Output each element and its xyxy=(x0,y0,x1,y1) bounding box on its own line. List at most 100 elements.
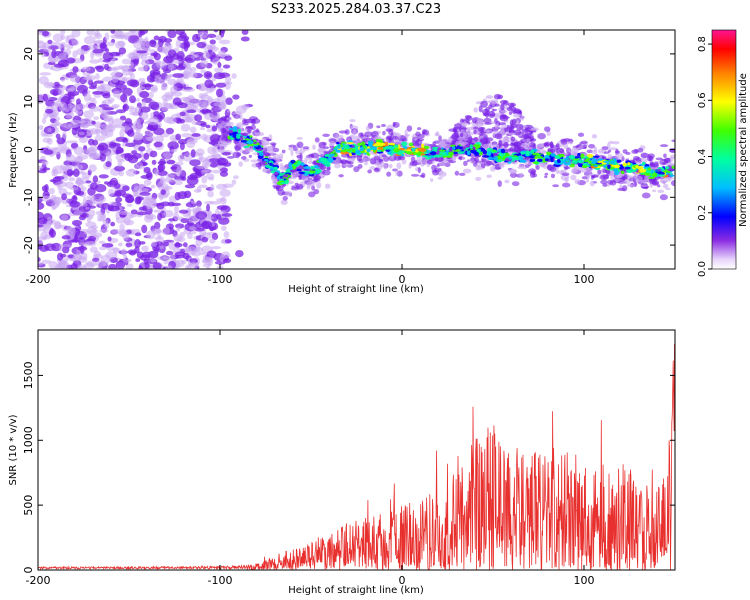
spectrogram-cell xyxy=(102,93,111,99)
spectrogram-cell xyxy=(190,149,196,158)
spectrogram-cell xyxy=(56,137,66,145)
spectrogram-cell xyxy=(529,158,536,162)
spectrogram-cell xyxy=(179,118,185,124)
spectrogram-cell xyxy=(117,40,126,47)
spectrogram-cell xyxy=(550,153,556,157)
spectrogram-cell xyxy=(385,149,391,152)
spectrogram-cell xyxy=(113,165,126,172)
spectrogram-cell xyxy=(642,179,646,185)
spectrogram-cell xyxy=(511,181,520,187)
spectrogram-cell xyxy=(500,103,505,111)
spectrogram-cell xyxy=(586,175,590,179)
spectrogram-cell xyxy=(129,112,140,116)
spectrogram-cell xyxy=(80,121,90,129)
spectrogram-cell xyxy=(461,156,466,161)
spectrogram-cell xyxy=(205,124,211,129)
spectrogram-cell xyxy=(60,30,66,35)
spectrogram-cell xyxy=(175,254,185,259)
spectrogram-cell xyxy=(213,72,225,80)
spectrogram-cell xyxy=(88,85,97,90)
spectrogram-cell xyxy=(134,232,142,237)
spectrogram-cell xyxy=(66,140,78,144)
spectrogram-cell xyxy=(39,244,49,252)
spectrogram-cell xyxy=(347,161,354,165)
spectrogram-cell xyxy=(296,136,303,140)
spectrogram-cell xyxy=(38,224,44,228)
spectrogram-cell xyxy=(119,210,129,216)
spectrogram-cell xyxy=(523,144,528,149)
spectrogram-cell xyxy=(119,223,125,231)
spectrogram-cell xyxy=(127,129,135,137)
spectrogram-cell xyxy=(529,138,537,142)
spectrogram-cell xyxy=(168,254,176,260)
spectrogram-cell xyxy=(528,168,537,174)
spectrogram-cell xyxy=(386,136,392,140)
spectrogram-cell xyxy=(383,141,389,147)
spectrogram-cell xyxy=(115,196,123,203)
spectrogram-cell xyxy=(214,67,224,73)
spectrogram-cell xyxy=(144,130,154,137)
spectrogram-cell xyxy=(207,190,214,198)
spectrogram-cell xyxy=(50,242,62,252)
spectrogram-cell xyxy=(54,222,62,229)
spectrogram-cell xyxy=(124,118,132,125)
spectrogram-cell xyxy=(253,141,257,145)
spectrogram-cell xyxy=(220,127,227,134)
spectrogram-cell xyxy=(176,77,184,84)
spectrogram-cell xyxy=(421,143,425,149)
spectrogram-cell xyxy=(588,160,592,165)
spectrogram-cell xyxy=(167,43,173,50)
spectrogram-cell xyxy=(494,133,503,140)
spectrogram-cell xyxy=(203,92,209,97)
spectrogram-cell xyxy=(196,41,207,49)
spectrogram-cell xyxy=(80,245,85,254)
spectrogram-cell xyxy=(135,128,141,136)
spectrogram-cell xyxy=(105,161,112,168)
spectrogram-cell xyxy=(97,142,109,151)
spectrogram-cell xyxy=(283,179,289,185)
spectrogram-cell xyxy=(92,48,104,54)
spectrogram-cell xyxy=(52,33,64,43)
spectrogram-cell xyxy=(116,109,126,114)
spectrogram-cell xyxy=(449,144,456,147)
spectrogram-cell xyxy=(266,138,272,142)
spectrogram-cell xyxy=(173,205,179,214)
spectrogram-cell xyxy=(338,130,348,134)
spectrogram-cell xyxy=(226,117,233,121)
spectrogram-cell xyxy=(153,209,161,213)
spectrogram-cell xyxy=(438,171,447,177)
spectrogram-cell xyxy=(138,106,151,113)
spectrogram-cell xyxy=(104,152,113,158)
spectrogram-cell xyxy=(377,149,382,153)
spectrogram-cell xyxy=(544,154,550,160)
spectrogram-cell xyxy=(167,30,177,39)
spectrogram-cell xyxy=(151,228,162,234)
spectrogram-cell xyxy=(271,174,275,180)
spectrogram-cell xyxy=(60,214,69,221)
spectrogram-cell xyxy=(122,258,132,263)
spectrogram-cell xyxy=(307,161,313,164)
spectrogram-cell xyxy=(216,213,222,220)
spectrogram-cell xyxy=(245,125,252,130)
spectrogram-cell xyxy=(203,256,213,263)
spectrogram-cell xyxy=(659,171,665,176)
spectrogram-cell xyxy=(614,170,620,176)
spectrogram-cell xyxy=(200,169,208,174)
spectrogram-cell xyxy=(511,118,517,124)
spectrogram-cell xyxy=(91,120,96,125)
spectrogram-cell xyxy=(432,169,440,176)
spectrogram-cell xyxy=(614,152,624,159)
spectrogram-cell xyxy=(146,202,157,209)
spectrogram-cell xyxy=(285,169,291,172)
spectrogram-cell xyxy=(671,139,675,143)
spectrogram-cell xyxy=(70,239,80,243)
spectrogram-cell xyxy=(65,35,70,44)
spectrogram-cell xyxy=(506,125,512,129)
spectrogram-cell xyxy=(201,220,213,229)
spectrogram-cell xyxy=(191,200,197,205)
spectrogram-cell xyxy=(469,144,473,149)
spectrogram-cell xyxy=(499,114,506,120)
spectrogram-cell xyxy=(183,66,193,75)
spectrogram-cell xyxy=(652,189,657,193)
